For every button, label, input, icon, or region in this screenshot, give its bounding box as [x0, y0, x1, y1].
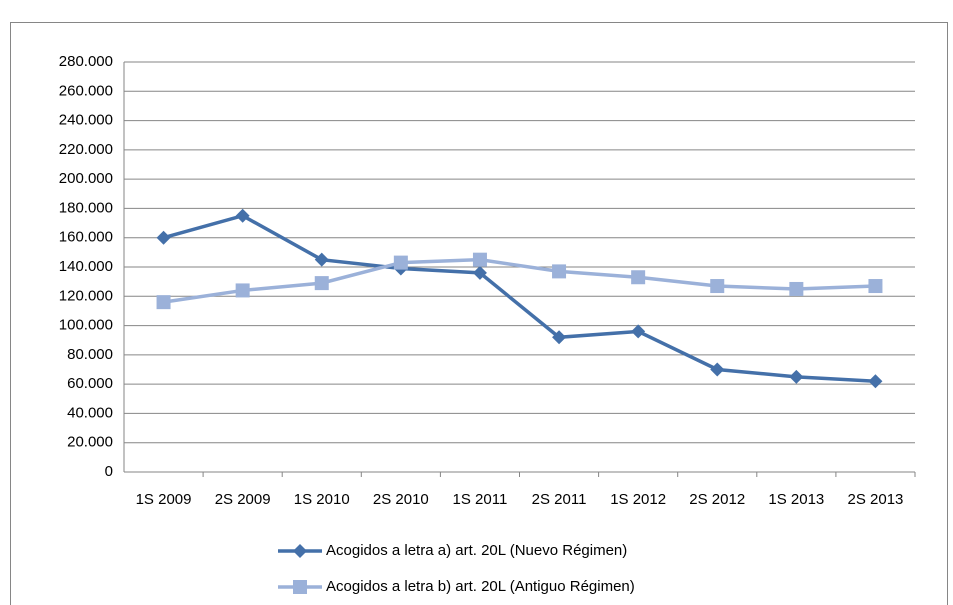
chart-border: [10, 22, 948, 605]
y-tick-label: 280.000: [59, 53, 113, 70]
data-point: [631, 270, 646, 285]
x-tick-label: 2S 2010: [373, 491, 429, 508]
data-point: [235, 208, 250, 223]
x-tick-label: 2S 2011: [532, 491, 587, 508]
legend-swatch-marker: [293, 544, 307, 558]
data-point: [789, 369, 804, 384]
data-point: [156, 230, 171, 245]
y-tick-label: 120.000: [59, 287, 113, 304]
data-point: [393, 255, 408, 270]
legend-label: Acogidos a letra a) art. 20L (Nuevo Régi…: [326, 542, 627, 559]
y-tick-label: 180.000: [59, 199, 113, 216]
x-tick-label: 1S 2012: [610, 491, 666, 508]
data-point: [552, 330, 567, 345]
x-tick-label: 2S 2013: [848, 491, 904, 508]
x-tick-label: 1S 2009: [136, 491, 192, 508]
legend-swatch-marker: [293, 580, 307, 594]
x-tick-label: 1S 2011: [453, 491, 508, 508]
data-point: [472, 252, 487, 267]
data-point: [235, 283, 250, 298]
data-point: [710, 279, 725, 294]
y-tick-label: 100.000: [59, 317, 113, 334]
y-tick-label: 40.000: [67, 404, 113, 421]
y-tick-label: 140.000: [59, 258, 113, 275]
series-line: [163, 257, 876, 304]
data-point: [631, 324, 646, 339]
data-point: [868, 279, 883, 294]
x-tick-label: 2S 2009: [215, 491, 271, 508]
legend-label: Acogidos a letra b) art. 20L (Antiguo Ré…: [326, 578, 635, 595]
data-point: [710, 362, 725, 377]
data-point: [156, 295, 171, 310]
data-point: [314, 276, 329, 291]
x-tick-label: 1S 2013: [768, 491, 824, 508]
data-point: [314, 252, 329, 267]
y-tick-label: 80.000: [67, 346, 113, 363]
data-point: [472, 265, 487, 280]
y-tick-label: 0: [105, 463, 113, 480]
data-point: [868, 374, 883, 389]
y-tick-label: 220.000: [59, 141, 113, 158]
y-tick-label: 20.000: [67, 434, 113, 451]
x-tick-label: 2S 2012: [689, 491, 745, 508]
series-line: [163, 213, 876, 383]
data-point: [552, 264, 567, 279]
data-point: [789, 281, 804, 296]
y-tick-label: 260.000: [59, 82, 113, 99]
y-tick-label: 200.000: [59, 170, 113, 187]
x-tick-label: 1S 2010: [294, 491, 350, 508]
y-tick-label: 60.000: [67, 375, 113, 392]
y-tick-label: 160.000: [59, 229, 113, 246]
y-tick-label: 240.000: [59, 112, 113, 129]
